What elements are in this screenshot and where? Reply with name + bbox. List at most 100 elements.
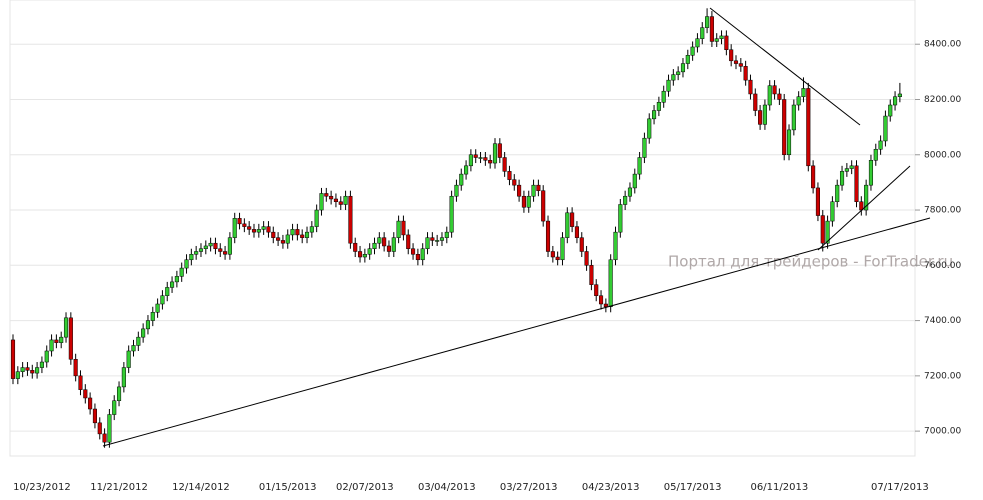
candle-body [709, 16, 714, 42]
candle-body [184, 259, 189, 269]
x-tick-label: 11/21/2012 [90, 482, 148, 493]
candle-body [160, 295, 165, 305]
candle-body [598, 295, 604, 305]
candle-body [758, 110, 763, 125]
candle-body [362, 254, 367, 258]
candle-body [179, 267, 184, 277]
candle-body [782, 99, 787, 156]
candle-body [401, 220, 406, 236]
candle-body [680, 63, 686, 73]
candle-body [203, 245, 208, 249]
x-tick-label: 03/27/2013 [500, 482, 558, 493]
candle-body [541, 190, 546, 222]
candle-body [714, 38, 719, 42]
candle-body [801, 88, 806, 97]
candle-body [584, 251, 589, 266]
candle-body [893, 96, 898, 106]
x-tick-label: 04/23/2013 [582, 482, 640, 493]
candle-body [565, 212, 570, 238]
candle-body [92, 408, 97, 424]
candle-body [121, 367, 126, 388]
candle-body [839, 171, 845, 186]
candle-body [333, 198, 338, 202]
candle-body [309, 226, 314, 233]
candle-body [550, 251, 555, 258]
candle-body [35, 367, 40, 374]
candle-body [623, 195, 628, 205]
candle-body [73, 359, 78, 377]
candle-body [304, 231, 310, 238]
candle-body [377, 237, 382, 244]
candle-body [632, 173, 637, 189]
candle-body [430, 237, 435, 241]
candle-body [406, 234, 411, 249]
candle-body [276, 237, 281, 241]
candle-body [39, 361, 44, 368]
candle-body [579, 237, 584, 252]
candle-body [78, 375, 83, 390]
candle-body [733, 60, 739, 64]
candle-body [791, 104, 796, 131]
candle-body [353, 242, 358, 252]
candle-body [314, 209, 319, 227]
x-tick-label: 12/14/2012 [172, 482, 230, 493]
candle-body [444, 231, 449, 238]
y-tick-label: 8200.00 [924, 95, 961, 105]
candle-body [748, 79, 753, 95]
candle-body [497, 143, 502, 158]
candle-body [570, 212, 575, 227]
candle-body [107, 414, 112, 443]
candle-body [232, 218, 237, 238]
candle-body [864, 184, 869, 211]
candle-body [83, 389, 88, 399]
trendlines [102, 7, 931, 447]
y-tick-label: 7600.00 [924, 261, 961, 271]
candle-body [468, 154, 473, 167]
candle-body [608, 259, 613, 308]
candle-body [743, 66, 748, 81]
candle-body [762, 104, 767, 125]
candle-body [685, 55, 690, 64]
candle-body [454, 184, 459, 197]
candle-body [825, 220, 830, 244]
candle-body [724, 35, 729, 50]
candle-body [777, 93, 782, 100]
candle-body [806, 88, 811, 167]
candle-body [15, 371, 20, 379]
candle-body [295, 229, 300, 236]
watermark: Портал для трейдеров - ForTrader.ru [668, 253, 953, 271]
candle-body [473, 154, 478, 158]
candle-body [411, 248, 416, 255]
candles [10, 8, 902, 448]
candle-body [256, 229, 261, 233]
candle-body [338, 201, 343, 205]
candle-body [329, 195, 334, 200]
trendline [102, 217, 931, 447]
candle-body [521, 195, 526, 208]
candle-body [888, 104, 893, 117]
candle-body [555, 256, 560, 261]
candle-body [796, 96, 801, 106]
candle-body [25, 367, 30, 371]
candle-body [449, 195, 454, 233]
candle-body [526, 195, 531, 208]
candle-body [251, 229, 257, 233]
candle-body [492, 143, 498, 164]
candle-body [531, 184, 536, 197]
candle-body [642, 137, 647, 158]
candle-body [155, 303, 160, 313]
candle-body [208, 242, 213, 247]
candle-body [300, 234, 305, 238]
candle-body [420, 248, 425, 261]
candle-body [671, 74, 676, 81]
candle-body [767, 85, 772, 106]
plot-area [9, 0, 916, 457]
y-tick-label: 7200.00 [924, 371, 961, 381]
candle-body [10, 339, 16, 379]
candle-body [59, 336, 64, 343]
candle-body [324, 193, 329, 197]
candle-body [502, 157, 507, 172]
x-tick-label: 03/04/2013 [418, 482, 476, 493]
candle-body [854, 165, 859, 202]
